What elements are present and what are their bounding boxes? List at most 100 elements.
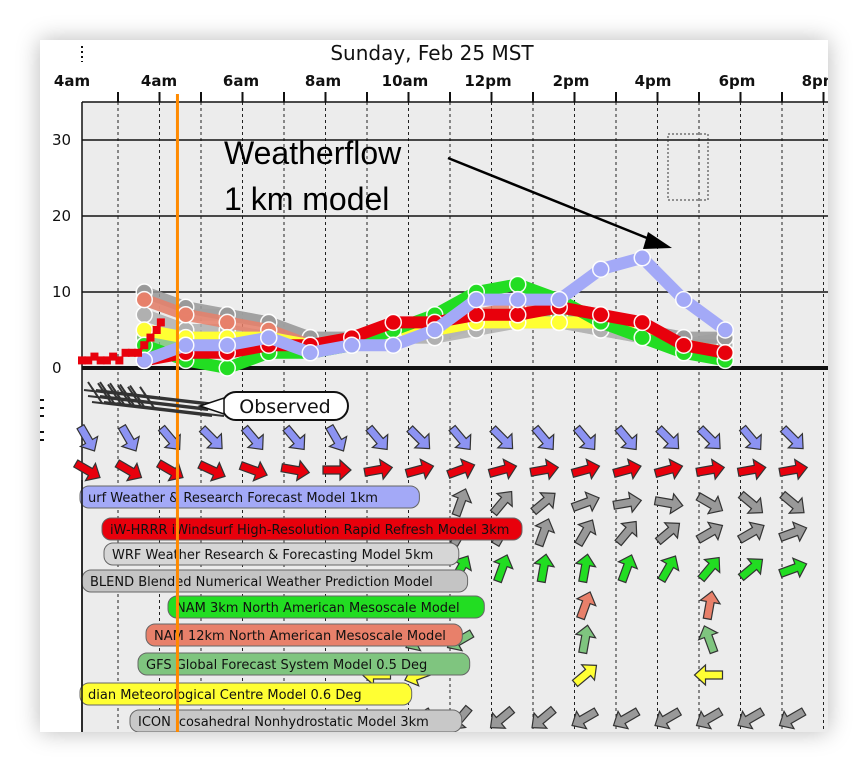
wind-arrow-shape [779, 425, 804, 450]
wind-arrow [489, 425, 514, 450]
wind-arrow [614, 520, 638, 547]
wind-arrow-shape [736, 521, 765, 544]
wind-arrow-shape [404, 458, 435, 481]
wind-arrow-shape [240, 424, 264, 451]
wind-arrow-shape [574, 519, 597, 548]
observed-point [102, 356, 111, 365]
wind-arrow-shape [612, 707, 641, 730]
series-point [716, 344, 734, 362]
wind-arrow-shape [736, 458, 767, 481]
series-point [218, 359, 236, 377]
x-tick-label: 4pm [635, 72, 672, 90]
wind-arrow [737, 707, 766, 730]
wind-arrow [282, 424, 306, 451]
wind-arrow [779, 490, 805, 514]
wind-arrow [737, 558, 764, 582]
annotation-line-1: Weatherflow [224, 135, 402, 171]
wind-arrow [489, 705, 516, 729]
x-tick-label: 6pm [719, 72, 756, 90]
wind-arrow [72, 459, 101, 482]
wind-arrow-shape [655, 425, 680, 450]
legend-pill [79, 682, 413, 706]
wind-arrow [197, 460, 226, 482]
wind-arrow [280, 459, 311, 482]
wind-arrow [653, 492, 684, 515]
wind-arrow-shape [325, 423, 348, 452]
y-tick-label: 30 [52, 131, 71, 149]
series-point [218, 336, 236, 354]
wind-arrow [614, 424, 638, 451]
wind-arrow-shape [487, 458, 518, 481]
observed-point [90, 352, 99, 361]
overlay-layer: Sunday, Feb 25 MST 4am 4am 6am 8am 10am 12pm 2p… [40, 41, 828, 732]
annotation-line-2: 1 km model [224, 181, 389, 217]
wind-arrow [695, 492, 724, 515]
wind-arrow-shape [280, 459, 311, 482]
observed-point [152, 326, 161, 334]
wind-arrow-shape [737, 558, 764, 582]
series-point [509, 275, 527, 294]
x-tick-label: 4am [54, 72, 90, 90]
wind-arrow [114, 459, 143, 482]
wind-arrow [531, 424, 555, 451]
x-tick-label: 6am [223, 72, 259, 90]
wind-arrow [737, 490, 764, 514]
series-point [550, 313, 568, 332]
wind-arrow-shape [531, 424, 555, 451]
wind-arrow-shape [737, 707, 766, 730]
observed-point [115, 356, 124, 365]
observed-wind-barb [103, 401, 225, 417]
barb-feather [117, 394, 125, 405]
observed-point [96, 356, 105, 365]
series-point [260, 328, 278, 347]
wind-arrow [612, 491, 643, 514]
wind-arrow-shape [654, 522, 681, 546]
wind-arrow [657, 555, 680, 584]
wind-arrow-shape [778, 521, 808, 543]
wind-arrow [612, 707, 641, 730]
series-point [592, 306, 610, 324]
wind-arrow-shape [614, 520, 638, 547]
wind-arrow-shape [322, 458, 352, 482]
series-point [384, 336, 402, 354]
wind-arrow-shape [448, 424, 472, 451]
wind-arrow-shape [406, 425, 431, 450]
wind-arrow [612, 458, 642, 481]
legend-label: GFS Global Forecast System Model 0.5 Deg [146, 658, 427, 673]
wind-arrow-shape [697, 556, 721, 583]
wind-arrow-shape [654, 707, 683, 730]
wind-arrow [693, 663, 724, 687]
wind-arrow [570, 458, 601, 481]
wind-arrow [654, 707, 683, 730]
annotation-arrow [447, 156, 653, 242]
wind-arrow [489, 490, 513, 517]
series-point [467, 290, 485, 309]
wind-arrow [404, 458, 435, 481]
y-tick-label: 0 [52, 359, 62, 377]
wind-arrow-shape [198, 425, 223, 450]
wind-arrow-shape [697, 625, 720, 655]
wind-arrow [572, 424, 596, 451]
x-tick-label: 2pm [553, 72, 590, 90]
wind-arrow [697, 625, 720, 655]
y-tick-label: 10 [52, 283, 71, 301]
wind-arrow [198, 425, 223, 450]
series-point [177, 306, 195, 324]
wind-arrow [574, 519, 597, 548]
legend-pill [103, 542, 460, 566]
wind-arrow [117, 423, 141, 452]
wind-arrow-shape [779, 490, 805, 514]
legend-label: NAM 3km North American Mesoscale Model [176, 601, 460, 616]
wind-arrow-shape [76, 423, 99, 452]
observed-point [78, 356, 86, 365]
series-point [135, 306, 153, 324]
wind-arrow-shape [575, 591, 597, 621]
wind-arrow [492, 554, 514, 584]
series-point [592, 260, 610, 278]
wind-arrow-shape [612, 491, 643, 514]
observed-point [156, 318, 165, 327]
observed-point [127, 348, 136, 357]
wind-arrow-shape [696, 425, 721, 450]
wind-arrow-shape [653, 458, 684, 481]
wind-arrow-shape [571, 707, 600, 730]
